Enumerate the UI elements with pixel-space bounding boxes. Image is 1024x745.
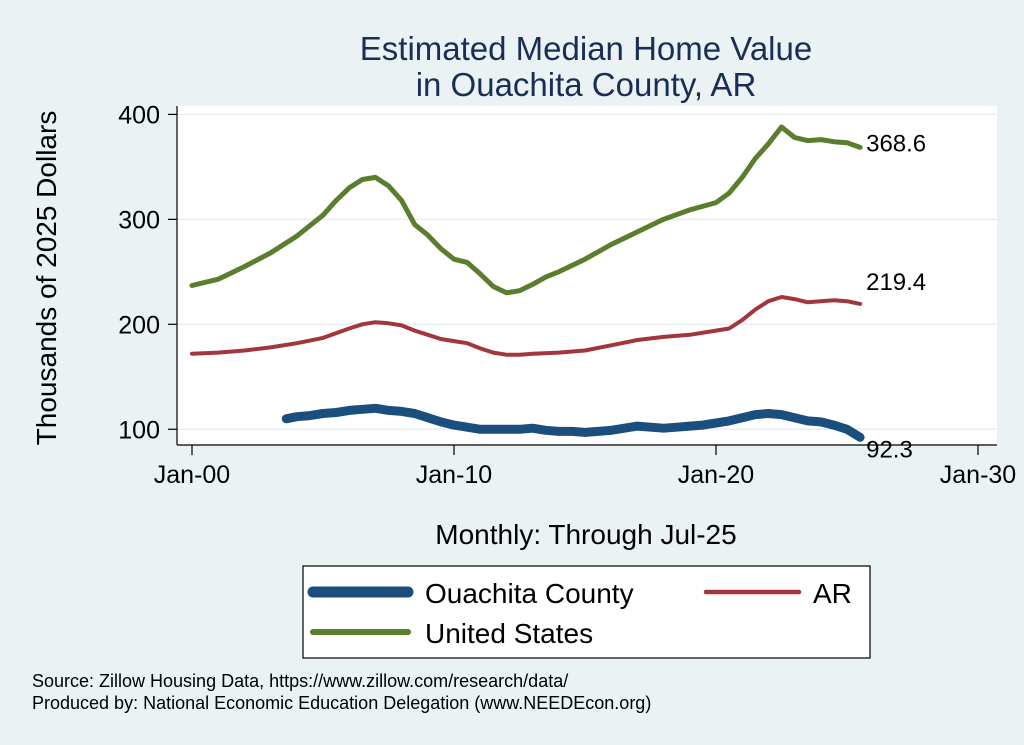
x-tick-label-0: Jan-00 xyxy=(154,461,230,489)
series-line-ouachita-county xyxy=(281,403,865,442)
legend-label-ar: AR xyxy=(813,578,852,609)
legend: Ouachita County AR United States xyxy=(302,565,871,659)
chart-title-line-2: in Ouachita County, AR xyxy=(416,66,757,103)
series-layer xyxy=(189,124,865,442)
y-tick-label-400: 400 xyxy=(118,101,160,129)
y-axis-title: Thousands of 2025 Dollars xyxy=(31,111,62,446)
y-tick-label-200: 200 xyxy=(118,311,160,339)
footer-source: Source: Zillow Housing Data, https://www… xyxy=(32,671,569,691)
end-label-ar: 219.4 xyxy=(866,269,926,296)
x-tick-label-1: Jan-10 xyxy=(416,461,492,489)
x-axis-title: Monthly: Through Jul-25 xyxy=(435,519,736,550)
x-tick-label-2: Jan-20 xyxy=(678,461,754,489)
legend-label-ouachita: Ouachita County xyxy=(425,578,634,609)
legend-label-us: United States xyxy=(425,618,593,649)
x-tick-label-3: Jan-30 xyxy=(940,461,1016,489)
end-label-united-states: 368.6 xyxy=(866,130,926,157)
plot-area xyxy=(177,106,997,445)
x-axis-ticks: Jan-00 Jan-10 Jan-20 Jan-30 xyxy=(154,445,1016,489)
y-axis-ticks: 100 200 300 400 xyxy=(118,101,177,444)
footer-produced-by: Produced by: National Economic Education… xyxy=(32,693,652,713)
chart-title-line-1: Estimated Median Home Value xyxy=(360,30,812,67)
gridlines xyxy=(177,113,997,431)
y-tick-label-300: 300 xyxy=(118,206,160,234)
end-labels: 92.3 219.4 368.6 xyxy=(866,130,926,463)
series-line-ar xyxy=(190,295,863,357)
y-tick-label-100: 100 xyxy=(118,416,160,444)
series-line-united-states xyxy=(189,124,863,296)
legend-box xyxy=(302,565,871,659)
end-label-ouachita-county: 92.3 xyxy=(866,436,913,463)
